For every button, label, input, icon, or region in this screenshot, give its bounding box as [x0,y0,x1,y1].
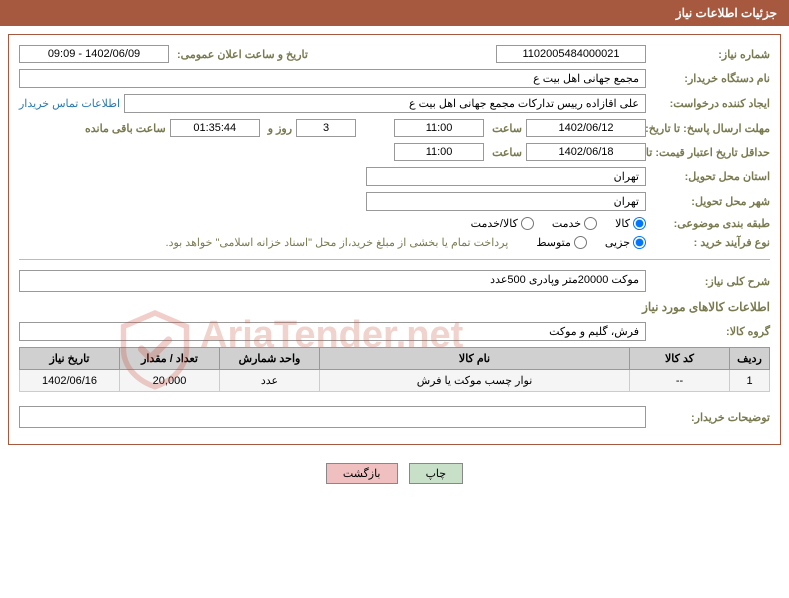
radio-medium-input[interactable] [574,236,587,249]
time-label-2: ساعت [488,146,522,159]
buyer-org-field: مجمع جهانی اهل بیت ع [19,69,646,88]
goods-group-field: فرش، گلیم و موکت [19,322,646,341]
requester-label: ایجاد کننده درخواست: [650,97,770,110]
response-deadline-label: مهلت ارسال پاسخ: تا تاریخ: [650,122,770,135]
back-button[interactable]: بازگشت [326,463,398,484]
goods-table: ردیف کد کالا نام کالا واحد شمارش تعداد /… [19,347,770,392]
days-label: روز و [264,122,292,135]
desc-field: موکت 20000متر وپادری 500عدد [19,270,646,292]
city-field: تهران [366,192,646,211]
cell-code: -- [630,370,730,392]
page-title: جزئیات اطلاعات نیاز [676,6,777,20]
province-field: تهران [366,167,646,186]
category-label: طبقه بندی موضوعی: [650,217,770,230]
announce-field: 1402/06/09 - 09:09 [19,45,169,63]
cell-name: نوار چسب موکت یا فرش [320,370,630,392]
radio-service[interactable]: خدمت [552,217,597,230]
th-name: نام کالا [320,348,630,370]
process-label: نوع فرآیند خرید : [650,236,770,249]
buyer-notes-label: توضیحات خریدار: [650,411,770,424]
need-number-label: شماره نیاز: [650,48,770,61]
validity-label: حداقل تاریخ اعتبار قیمت: تا تاریخ: [650,146,770,159]
radio-partial-input[interactable] [633,236,646,249]
contact-link[interactable]: اطلاعات تماس خریدار [19,97,120,110]
divider-1 [19,259,770,260]
buyer-notes-field [19,406,646,428]
table-row: 1 -- نوار چسب موکت یا فرش عدد 20,000 140… [20,370,770,392]
validity-time-field: 11:00 [394,143,484,161]
cell-qty: 20,000 [120,370,220,392]
radio-goods-service[interactable]: کالا/خدمت [471,217,534,230]
need-number-field: 1102005484000021 [496,45,646,63]
radio-goods-service-input[interactable] [521,217,534,230]
radio-service-input[interactable] [584,217,597,230]
category-radio-group: کالا خدمت کالا/خدمت [471,217,646,230]
announce-label: تاریخ و ساعت اعلان عمومی: [173,48,308,61]
radio-medium[interactable]: متوسط [536,236,587,249]
desc-label: شرح کلی نیاز: [650,275,770,288]
validity-date-field: 1402/06/18 [526,143,646,161]
remaining-label: ساعت باقی مانده [81,122,166,135]
cell-date: 1402/06/16 [20,370,120,392]
cell-row: 1 [730,370,770,392]
payment-note: پرداخت تمام یا بخشی از مبلغ خرید،از محل … [166,236,509,249]
radio-goods[interactable]: کالا [615,217,646,230]
requester-field: علی اقازاده رییس تدارکات مجمع جهانی اهل … [124,94,646,113]
city-label: شهر محل تحویل: [650,195,770,208]
response-date-field: 1402/06/12 [526,119,646,137]
province-label: استان محل تحویل: [650,170,770,183]
print-button[interactable]: چاپ [409,463,464,484]
th-row: ردیف [730,348,770,370]
goods-group-label: گروه کالا: [650,325,770,338]
time-label-1: ساعت [488,122,522,135]
cell-unit: عدد [220,370,320,392]
buyer-org-label: نام دستگاه خریدار: [650,72,770,85]
radio-goods-input[interactable] [633,217,646,230]
response-time-field: 11:00 [394,119,484,137]
th-code: کد کالا [630,348,730,370]
th-qty: تعداد / مقدار [120,348,220,370]
days-field: 3 [296,119,356,137]
th-date: تاریخ نیاز [20,348,120,370]
goods-info-title: اطلاعات کالاهای مورد نیاز [19,300,770,314]
footer: چاپ بازگشت [0,453,789,494]
page-header: جزئیات اطلاعات نیاز [0,0,789,26]
process-radio-group: جزیی متوسط [536,236,646,249]
radio-partial[interactable]: جزیی [605,236,646,249]
th-unit: واحد شمارش [220,348,320,370]
remaining-field: 01:35:44 [170,119,260,137]
